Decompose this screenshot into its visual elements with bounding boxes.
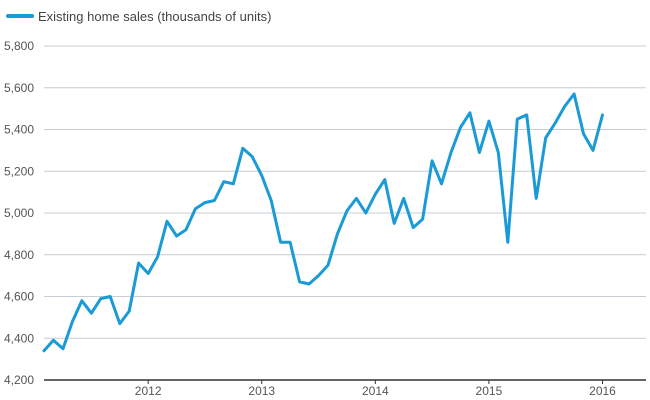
x-tick-label: 2012 <box>135 384 162 398</box>
data-point <box>270 199 273 202</box>
data-point <box>128 310 131 313</box>
y-tick-label: 5,600 <box>4 81 34 95</box>
data-point <box>251 155 254 158</box>
data-point <box>525 113 528 116</box>
data-point <box>478 151 481 154</box>
data-point <box>431 159 434 162</box>
y-tick-label: 5,400 <box>4 123 34 137</box>
data-point <box>336 232 339 235</box>
data-point <box>90 312 93 315</box>
data-point <box>573 92 576 95</box>
data-point <box>601 113 604 116</box>
data-point <box>175 234 178 237</box>
data-point <box>109 295 112 298</box>
data-point <box>80 299 83 302</box>
data-point <box>506 241 509 244</box>
y-tick-label: 5,200 <box>4 164 34 178</box>
data-point <box>118 322 121 325</box>
x-tick-label: 2013 <box>248 384 275 398</box>
x-tick-label: 2016 <box>589 384 616 398</box>
data-point <box>468 111 471 114</box>
x-axis: 2012 2013 2014 2015 2016 <box>135 380 616 398</box>
data-point <box>99 297 102 300</box>
legend: Existing home sales (thousands of units) <box>6 9 271 24</box>
data-point <box>307 282 310 285</box>
data-point <box>156 255 159 258</box>
series-line-existing-home-sales <box>42 92 604 353</box>
y-tick-label: 5,800 <box>4 39 34 53</box>
data-point <box>535 197 538 200</box>
data-point <box>412 226 415 229</box>
data-point <box>459 126 462 129</box>
data-point <box>203 201 206 204</box>
data-point <box>582 132 585 135</box>
data-point <box>544 136 547 139</box>
series-layer <box>42 92 604 353</box>
legend-label: Existing home sales (thousands of units) <box>38 9 271 24</box>
data-point <box>402 197 405 200</box>
data-point <box>147 272 150 275</box>
data-point <box>383 178 386 181</box>
y-tick-label: 4,600 <box>4 290 34 304</box>
data-point <box>184 228 187 231</box>
data-point <box>241 147 244 150</box>
data-point <box>591 149 594 152</box>
data-point <box>61 347 64 350</box>
data-point <box>554 122 557 125</box>
data-point <box>326 264 329 267</box>
data-point <box>279 241 282 244</box>
data-point <box>393 222 396 225</box>
data-point <box>421 218 424 221</box>
data-point <box>317 274 320 277</box>
y-tick-label: 4,200 <box>4 373 34 387</box>
data-point <box>232 182 235 185</box>
data-point <box>42 349 45 352</box>
data-point <box>71 320 74 323</box>
data-point <box>165 220 168 223</box>
data-point <box>222 180 225 183</box>
data-point <box>440 182 443 185</box>
y-tick-label: 5,000 <box>4 206 34 220</box>
data-point <box>449 151 452 154</box>
data-point <box>298 280 301 283</box>
data-point <box>487 120 490 123</box>
data-point <box>355 197 358 200</box>
data-point <box>374 193 377 196</box>
data-point <box>213 199 216 202</box>
x-tick-label: 2014 <box>362 384 389 398</box>
data-point <box>194 207 197 210</box>
data-point <box>516 118 519 121</box>
data-point <box>52 339 55 342</box>
data-point <box>137 262 140 265</box>
x-tick-label: 2015 <box>476 384 503 398</box>
data-point <box>563 105 566 108</box>
y-axis: 4,200 4,400 4,600 4,800 5,000 5,200 5,400 5,600… <box>4 39 34 387</box>
data-point <box>364 211 367 214</box>
data-point <box>497 151 500 154</box>
y-tick-label: 4,800 <box>4 248 34 262</box>
data-point <box>289 241 292 244</box>
data-point <box>345 209 348 212</box>
data-point <box>260 174 263 177</box>
y-tick-label: 4,400 <box>4 331 34 345</box>
